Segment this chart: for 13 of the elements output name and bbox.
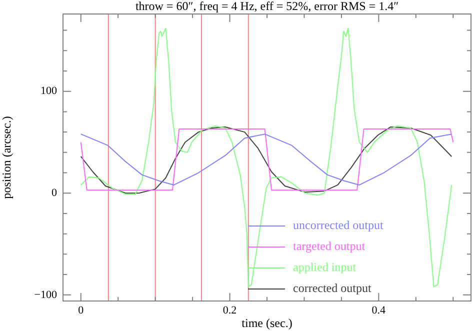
legend-label: targeted output xyxy=(293,239,366,254)
x-axis-title: time (sec.) xyxy=(242,316,292,330)
legend-label: applied input xyxy=(293,260,357,274)
y-tick-label: 0 xyxy=(52,187,58,200)
chart-title: throw = 60″, freq = 4 Hz, eff = 52%, error RMS = 1.4″ xyxy=(135,0,399,14)
y-tick-label: −100 xyxy=(34,288,58,301)
x-tick-label: 0 xyxy=(78,304,84,316)
x-tick-label: 0.2 xyxy=(222,304,237,316)
legend-label: corrected output xyxy=(293,281,372,296)
y-tick-label: 100 xyxy=(40,85,58,98)
y-axis-title: position (arcsec.) xyxy=(0,116,14,199)
x-tick-label: 0.4 xyxy=(372,304,386,316)
legend-label: uncorrected output xyxy=(293,218,384,232)
